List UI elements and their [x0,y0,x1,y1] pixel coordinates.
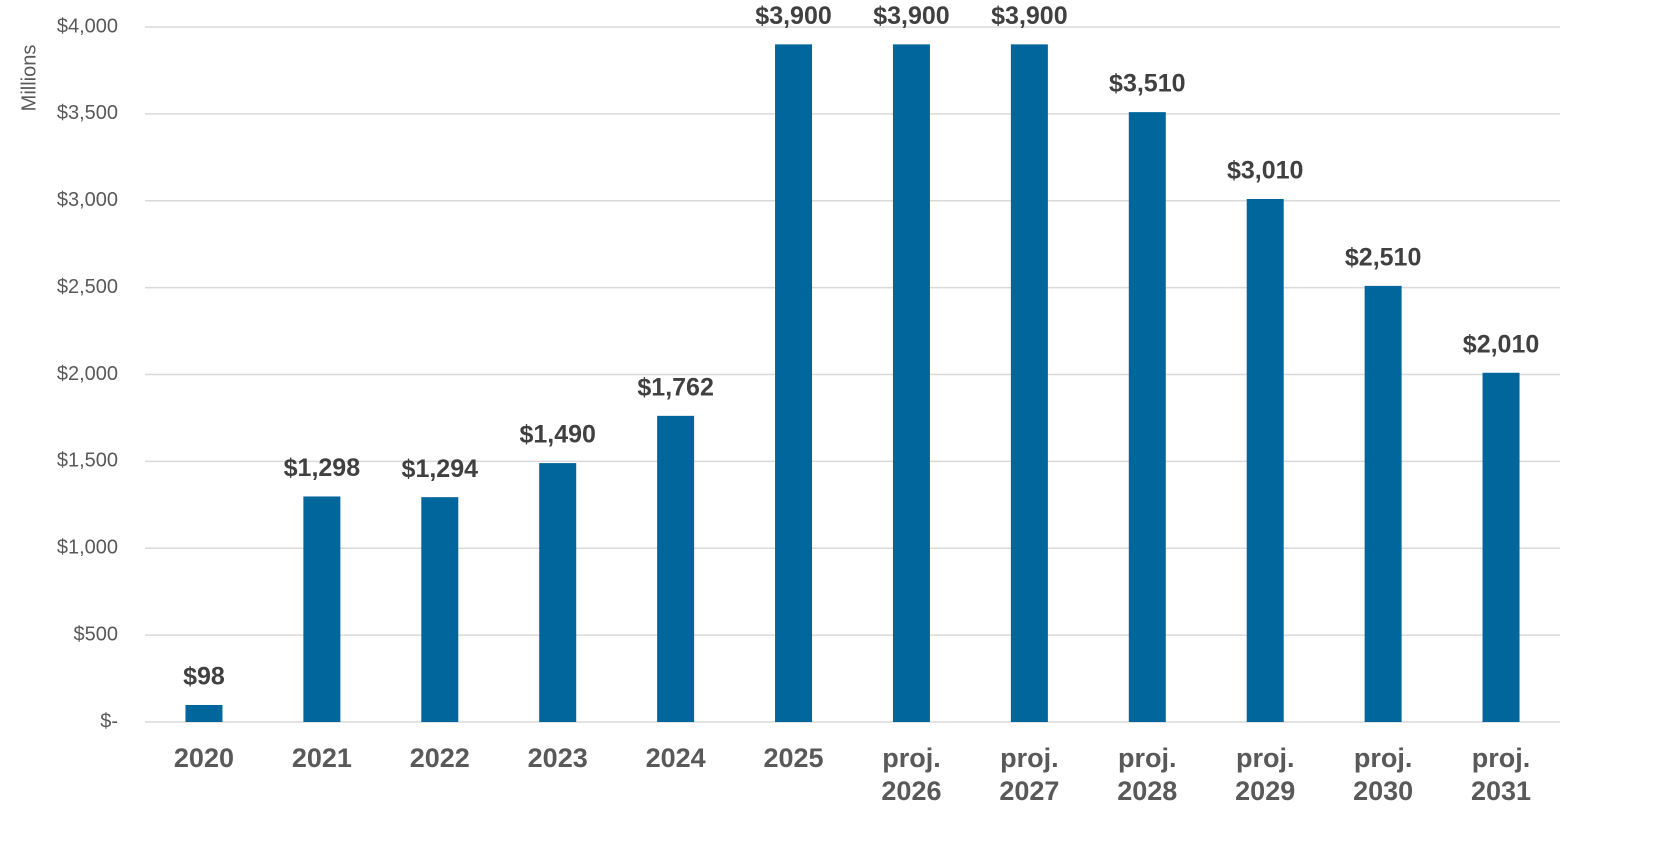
bar [539,463,577,722]
x-tick-label: 2022 [409,743,470,773]
y-tick-label: $3,500 [57,102,118,124]
value-label: $1,762 [637,373,713,401]
x-tick-label: proj. 2028 [1117,743,1178,806]
value-label: $3,900 [755,2,831,30]
value-label: $2,510 [1345,243,1421,271]
value-label: $3,010 [1227,157,1303,185]
y-tick-label: $4,000 [57,15,118,37]
bar [892,44,930,722]
value-label: $3,900 [991,2,1067,30]
value-label: $98 [183,663,225,691]
x-tick-label: 2023 [527,743,588,773]
x-tick-label: 2025 [763,743,824,773]
bar [1010,44,1048,722]
x-tick-label: 2021 [291,743,352,773]
value-label: $1,294 [402,455,479,483]
y-tick-label: $3,000 [57,189,118,211]
bar [1364,285,1402,722]
bar [775,44,813,722]
x-tick-label: proj. 2031 [1470,743,1532,806]
y-tick-label: $1,500 [57,450,118,472]
x-tick-label: proj. 2027 [999,743,1060,806]
x-tick-label: proj. 2026 [881,743,942,806]
bar [657,415,695,722]
y-axis-label: Millions [18,45,40,112]
x-tick-label: 2020 [173,743,234,773]
bar [1128,112,1166,722]
y-tick-label: $1,000 [57,537,118,559]
bar [185,704,223,722]
y-tick-label: $500 [74,623,119,645]
value-label: $1,490 [519,421,595,449]
bar [1482,372,1520,722]
y-tick-label: $- [100,710,118,732]
bar [303,496,341,722]
bar [421,497,459,722]
value-label: $1,298 [284,454,361,482]
x-tick-label: 2024 [645,743,706,773]
bar [1246,199,1284,722]
y-tick-label: $2,500 [57,276,118,298]
value-label: $3,510 [1109,70,1185,98]
value-label: $2,010 [1463,330,1539,358]
x-tick-label: proj. 2029 [1235,743,1296,806]
value-label: $3,900 [873,2,949,30]
y-tick-label: $2,000 [57,363,118,385]
x-tick-label: proj. 2030 [1353,743,1414,806]
